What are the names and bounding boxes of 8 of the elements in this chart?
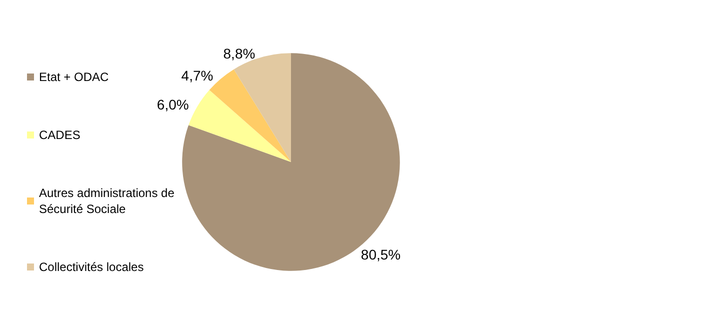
data-label: 4,7% — [181, 68, 214, 84]
data-label: 6,0% — [156, 96, 189, 113]
legend-label: Etat + ODAC — [39, 70, 110, 84]
data-label: 8,8% — [223, 45, 256, 62]
legend-label: Collectivités locales — [39, 260, 144, 274]
data-label: 80,5% — [360, 246, 401, 262]
legend-label: Autres administrations de Sécurité Sociale — [39, 186, 178, 216]
legend-label: CADES — [39, 128, 80, 142]
